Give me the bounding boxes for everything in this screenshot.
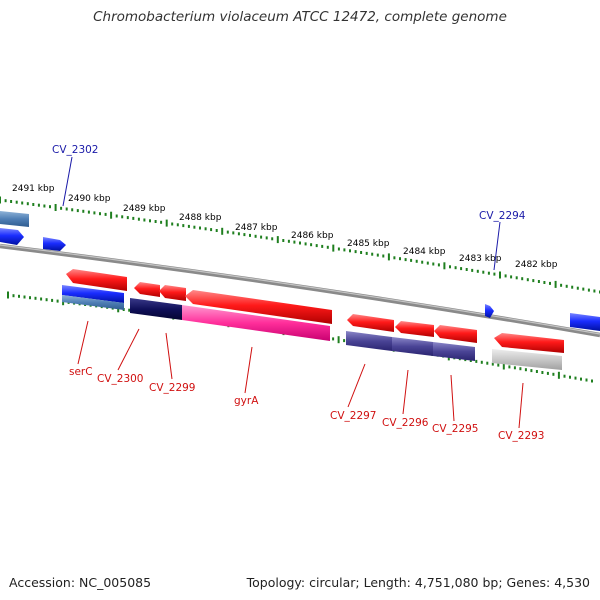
gene-label-cv2299[interactable]: CV_2299 (149, 382, 196, 394)
scale-label-2487: 2487 kbp (235, 223, 278, 233)
leader-cv2297 (347, 363, 366, 408)
genome-backbone-highlight (0, 244, 600, 335)
band-blue-serC (62, 285, 124, 303)
band-pink-gyrA (182, 305, 330, 341)
bottom-gene-labels: serC CV_2300 CV_2299 gyrA CV_2297 CV_229… (69, 366, 545, 442)
band-grey-cv2293 (492, 349, 562, 370)
scale-label-2485: 2485 kbp (347, 239, 390, 249)
forward-gene-blue-small[interactable] (43, 237, 66, 251)
reverse-gene-cv2293[interactable] (494, 333, 564, 353)
forward-strand-genes (0, 211, 600, 331)
gene-label-cv2294[interactable]: CV_2294 (479, 210, 526, 222)
reverse-gene-serC[interactable] (66, 269, 127, 291)
map-title: Chromobacterium violaceum ATCC 12472, co… (93, 9, 507, 25)
scale-label-2483: 2483 kbp (459, 254, 502, 264)
forward-gene-cv2292[interactable] (570, 313, 600, 331)
scale-label-2491: 2491 kbp (12, 184, 55, 194)
reverse-strand-genes (66, 269, 564, 353)
gene-label-serC[interactable]: serC (69, 366, 93, 378)
genome-backbone (0, 243, 600, 338)
gene-label-gyrA[interactable]: gyrA (234, 395, 259, 407)
band-steel-serC (62, 295, 124, 310)
band-purple-cv2296 (392, 337, 433, 356)
leader-cv2296 (402, 369, 409, 415)
scale-labels: 2491 kbp 2490 kbp 2489 kbp 2488 kbp 2487… (12, 184, 558, 270)
reverse-gene-cv2300[interactable] (134, 282, 160, 297)
leader-gyrA (244, 346, 253, 394)
band-navy-cv2300 (130, 298, 182, 320)
leader-cv2293 (518, 382, 524, 429)
reverse-gene-gyrA[interactable] (185, 290, 332, 324)
leader-cv2300 (117, 328, 140, 371)
gene-label-cv2302[interactable]: CV_2302 (52, 144, 99, 156)
gene-label-cv2300[interactable]: CV_2300 (97, 373, 144, 385)
band-purple-cv2295 (433, 342, 475, 361)
bottom-label-leaders (77, 320, 524, 429)
gene-label-cv2295[interactable]: CV_2295 (432, 423, 479, 435)
top-label-leaders (62, 156, 501, 271)
scale-label-2482: 2482 kbp (515, 260, 558, 270)
leader-cv2299 (165, 332, 173, 380)
scale-label-2484: 2484 kbp (403, 247, 446, 257)
leader-cv2295 (450, 374, 455, 422)
reverse-gene-cv2295[interactable] (434, 325, 477, 343)
reverse-gene-cv2296[interactable] (395, 321, 434, 337)
band-purple-cv2297 (346, 331, 392, 351)
accession-text: Accession: NC_005085 (9, 575, 152, 590)
scale-label-2486: 2486 kbp (291, 231, 334, 241)
leader-serC (77, 320, 89, 365)
top-gene-labels: CV_2302 CV_2294 (52, 144, 526, 222)
leader-cv2302 (62, 156, 73, 207)
scale-label-2489: 2489 kbp (123, 204, 166, 214)
gene-label-cv2296[interactable]: CV_2296 (382, 417, 429, 429)
outer-scale-ticks (0, 196, 600, 294)
scale-label-2488: 2488 kbp (179, 213, 222, 223)
category-bands (62, 285, 562, 370)
forward-gene-cv2294[interactable] (485, 304, 494, 318)
genome-summary-text: Topology: circular; Length: 4,751,080 bp… (246, 575, 590, 590)
leader-cv2294 (493, 221, 501, 271)
gene-label-cv2297[interactable]: CV_2297 (330, 410, 377, 422)
reverse-gene-cv2299[interactable] (159, 285, 186, 301)
gene-label-cv2293[interactable]: CV_2293 (498, 430, 545, 442)
forward-gene-cv2303[interactable] (0, 211, 29, 227)
forward-gene-cv2302[interactable] (0, 228, 24, 245)
reverse-gene-cv2297[interactable] (347, 314, 394, 332)
scale-label-2490: 2490 kbp (68, 194, 111, 204)
